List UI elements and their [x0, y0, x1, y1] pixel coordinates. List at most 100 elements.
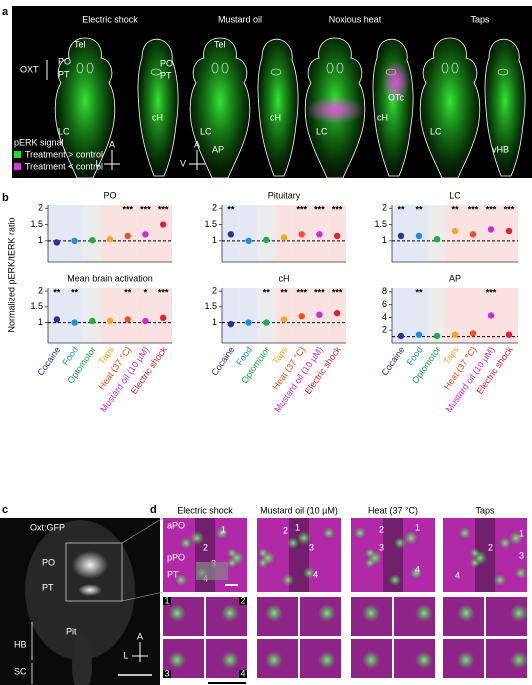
group-shading: [482, 205, 500, 262]
group-shading: [83, 205, 102, 262]
significance: **: [53, 287, 61, 297]
gfp-cell: [499, 537, 511, 549]
region-label: PT: [58, 69, 70, 79]
mean-dot: [53, 316, 61, 323]
group-shading: [275, 288, 293, 343]
gfp-cell: [190, 531, 204, 545]
mean-dot: [397, 232, 405, 240]
mean-dot: [263, 236, 270, 244]
zoom-line: [121, 517, 164, 544]
cell-label: 1: [519, 528, 524, 538]
gfp-cell: [410, 567, 422, 579]
oxt-neurons: [78, 584, 102, 596]
mean-dot: [415, 331, 423, 338]
column-title: Heat (37 °C): [368, 505, 418, 515]
significance: ***: [140, 204, 151, 214]
gfp-cell: [470, 558, 480, 568]
group-shading: [65, 205, 84, 262]
region-label: LC: [58, 126, 70, 136]
y-tick-label: 2: [382, 325, 387, 335]
mean-dot: [280, 316, 288, 323]
mean-dot: [397, 332, 405, 340]
y-tick-label: 1.5: [374, 219, 387, 229]
mean-dot: [142, 317, 149, 325]
oxt-neurons: [72, 551, 108, 579]
gfp-cell: [459, 527, 471, 539]
column-title: Mustard oil: [218, 14, 262, 24]
gfp-cell: [362, 604, 380, 622]
gfp-cell: [318, 651, 336, 669]
oxt-outline: [86, 62, 94, 74]
mean-dot: [142, 231, 149, 238]
mean-dot: [159, 314, 167, 322]
mean-dot: [89, 236, 96, 244]
gfp-cell: [404, 531, 418, 545]
inset-tag: [163, 597, 171, 605]
mean-dot: [159, 221, 167, 228]
significance: **: [263, 287, 271, 297]
legend-label: Treatment > control: [25, 149, 103, 159]
region-label: PT: [167, 569, 179, 579]
gfp-cell: [457, 651, 475, 669]
y-tick-label: 2: [382, 203, 387, 213]
column-title: Noxious heat: [329, 14, 382, 24]
group-shading: [410, 288, 428, 343]
gfp-cell: [221, 651, 239, 669]
compass-label: L: [95, 158, 100, 168]
cell-label: 3: [379, 542, 384, 552]
y-tick-label: 2: [212, 203, 217, 213]
column-title: Mustard oil (10 µM): [260, 505, 338, 515]
significance: **: [124, 287, 132, 297]
region-label: PT: [160, 70, 172, 80]
gfp-cell: [227, 558, 237, 568]
mean-dot: [433, 332, 441, 340]
group-shading: [239, 205, 258, 262]
gfp-cell: [168, 651, 186, 669]
chart-title: cH: [279, 273, 290, 283]
region-label: AP: [212, 144, 224, 154]
significance: ***: [296, 287, 307, 297]
region-label: LC: [430, 126, 442, 136]
cell-label: 4: [455, 570, 460, 580]
oxt-outline: [326, 62, 334, 74]
cell-label: 1: [221, 524, 226, 534]
mean-dot: [124, 316, 131, 323]
gfp-cell: [494, 574, 506, 586]
significance: **: [71, 287, 79, 297]
legend-swatch: [14, 163, 21, 170]
group-shading: [154, 205, 172, 262]
y-tick-label: 2: [38, 286, 43, 296]
region-label: pPO: [167, 552, 185, 562]
oxt-outline: [441, 62, 449, 74]
group-shading: [118, 288, 137, 343]
panel-label: d: [150, 504, 157, 516]
cell-label: 4: [415, 564, 420, 574]
group-shading: [48, 288, 66, 343]
gfp-cell: [323, 527, 335, 539]
gfp-cell: [258, 548, 268, 558]
gfp-cell: [415, 604, 433, 622]
significance: ***: [314, 287, 325, 297]
compass-label: A: [194, 139, 200, 149]
column-title: Taps: [475, 505, 495, 515]
significance: ***: [314, 204, 325, 214]
gfp-cell: [282, 574, 294, 586]
region-label: OTc: [388, 92, 405, 102]
panel-label: b: [2, 192, 9, 204]
group-shading: [239, 288, 258, 343]
mean-dot: [451, 227, 459, 235]
mean-dot: [106, 236, 114, 243]
legend-swatch: [14, 151, 21, 158]
gfp-cell: [509, 531, 523, 545]
inset-label: 1: [164, 595, 169, 605]
region-label: Tel: [214, 39, 226, 49]
gfp-cell: [457, 604, 475, 622]
y-tick-label: 1: [38, 317, 43, 327]
mean-dot: [487, 312, 495, 319]
group-shading: [392, 288, 410, 343]
inset-label: 2: [240, 595, 245, 605]
mean-dot: [487, 226, 495, 233]
legend-title: pERK signal: [14, 137, 64, 147]
region-label: Pit: [66, 626, 77, 636]
significance: **: [451, 204, 459, 214]
